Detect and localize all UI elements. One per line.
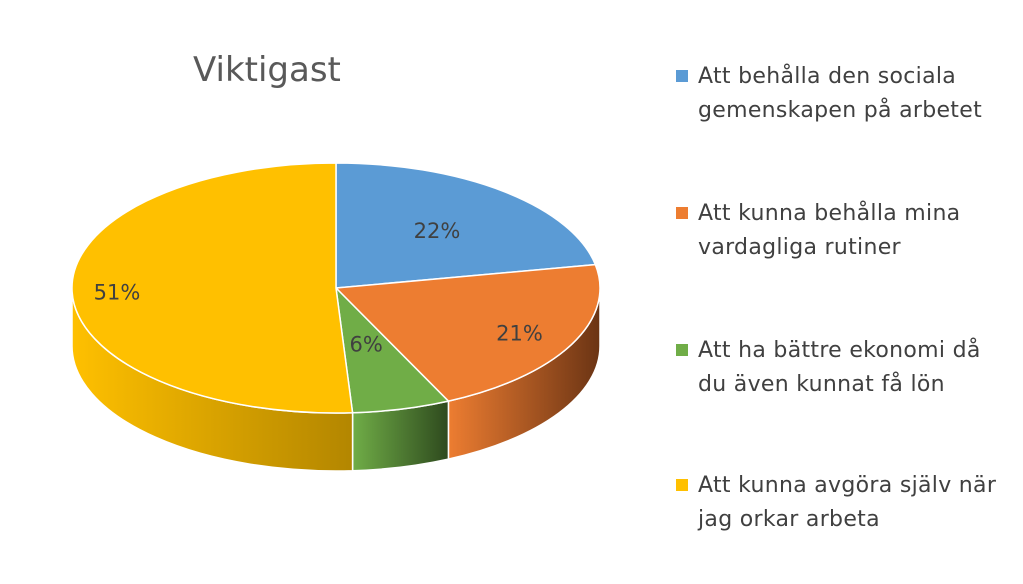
data-label-3: 51%: [94, 280, 141, 304]
chart-title: Viktigast: [193, 50, 341, 90]
legend-swatch: [676, 207, 688, 219]
legend-label: Att behålla den sociala gemenskapen på a…: [698, 64, 982, 123]
pie-slice-1: [334, 263, 601, 402]
pie-slice-0: [335, 162, 597, 289]
data-label-0: 22%: [414, 219, 461, 243]
pie-slice-3: [71, 162, 354, 414]
legend-swatch: [676, 344, 688, 356]
legend-label: Att kunna avgöra själv när jag orkar arb…: [698, 473, 997, 532]
legend-label: Att ha bättre ekonomi då du även kunnat …: [698, 338, 981, 397]
data-label-1: 21%: [496, 321, 543, 345]
legend-swatch: [676, 479, 688, 491]
legend-label: Att kunna behålla mina vardagliga rutine…: [698, 201, 961, 260]
legend-swatch: [676, 70, 688, 82]
data-label-2: 6%: [350, 333, 383, 357]
